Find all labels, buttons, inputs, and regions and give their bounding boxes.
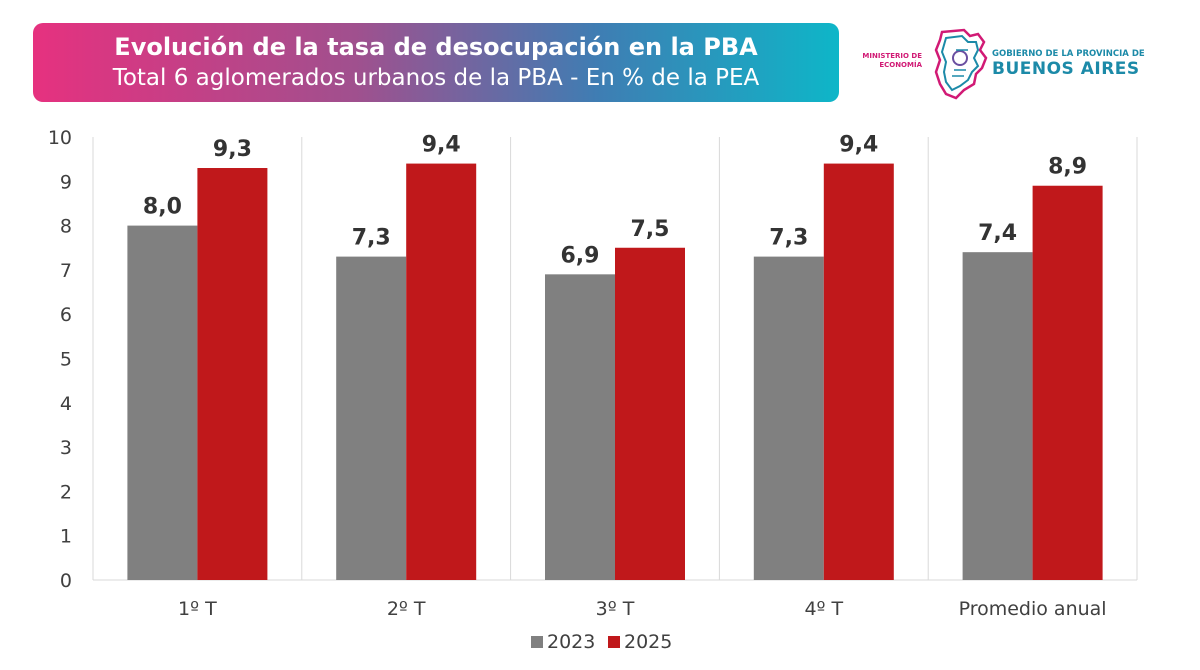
- y-tick-label: 7: [60, 260, 72, 282]
- data-label-2025-5: 8,9: [1048, 155, 1087, 180]
- bar-2025-5: [1032, 185, 1103, 581]
- x-tick-label: Promedio anual: [959, 598, 1107, 620]
- ministerio-label: MINISTERIO DE ECONOMÍA: [862, 52, 922, 69]
- legend-swatch-2023: [531, 636, 543, 648]
- y-tick-label: 2: [60, 481, 72, 503]
- bar-2025-1: [197, 168, 268, 580]
- legend-label-2025: 2025: [624, 631, 672, 653]
- data-label-2023-3: 6,9: [561, 243, 600, 268]
- bar-2023-3: [545, 274, 615, 580]
- data-label-2025-4: 9,4: [839, 133, 878, 158]
- y-tick-label: 8: [60, 216, 72, 238]
- government-logo: MINISTERIO DE ECONOMÍA GOBIERNO DE LA PR…: [862, 28, 1145, 100]
- data-label-2023-1: 8,0: [143, 195, 182, 220]
- y-tick-label: 10: [48, 127, 72, 149]
- data-label-2025-1: 9,3: [213, 137, 252, 162]
- bar-2025-2: [406, 163, 477, 580]
- data-label-2025-3: 7,5: [631, 217, 670, 242]
- chart-subtitle: Total 6 aglomerados urbanos de la PBA - …: [112, 64, 760, 91]
- x-tick-label: 4º T: [804, 598, 843, 620]
- y-tick-label: 5: [60, 349, 72, 371]
- bar-2023-5: [962, 252, 1033, 580]
- y-tick-label: 0: [60, 570, 72, 592]
- y-tick-label: 9: [60, 171, 72, 193]
- bar-2023-1: [127, 225, 198, 580]
- bar-2025-3: [615, 247, 685, 580]
- y-tick-label: 6: [60, 304, 72, 326]
- data-label-2023-4: 7,3: [769, 226, 808, 251]
- x-tick-label: 1º T: [178, 598, 217, 620]
- bar-2025-4: [823, 163, 894, 580]
- gobierno-label: GOBIERNO DE LA PROVINCIA DE: [992, 49, 1145, 59]
- data-label-2023-2: 7,3: [352, 226, 391, 251]
- y-tick-label: 3: [60, 437, 72, 459]
- chart-title: Evolución de la tasa de desocupación en …: [114, 32, 758, 61]
- bar-2023-4: [753, 256, 824, 580]
- y-tick-label: 4: [60, 393, 72, 415]
- y-tick-label: 1: [60, 526, 72, 548]
- data-label-2023-5: 7,4: [978, 221, 1017, 246]
- legend-swatch-2025: [608, 636, 620, 648]
- chart-title-banner: Evolución de la tasa de desocupación en …: [33, 23, 839, 102]
- data-label-2025-2: 9,4: [422, 133, 461, 158]
- x-tick-label: 2º T: [387, 598, 426, 620]
- legend-label-2023: 2023: [547, 631, 595, 653]
- bar-2023-2: [336, 256, 407, 580]
- x-tick-label: 3º T: [596, 598, 635, 620]
- buenos-aires-label: BUENOS AIRES: [992, 59, 1140, 79]
- province-map-icon: [934, 28, 988, 100]
